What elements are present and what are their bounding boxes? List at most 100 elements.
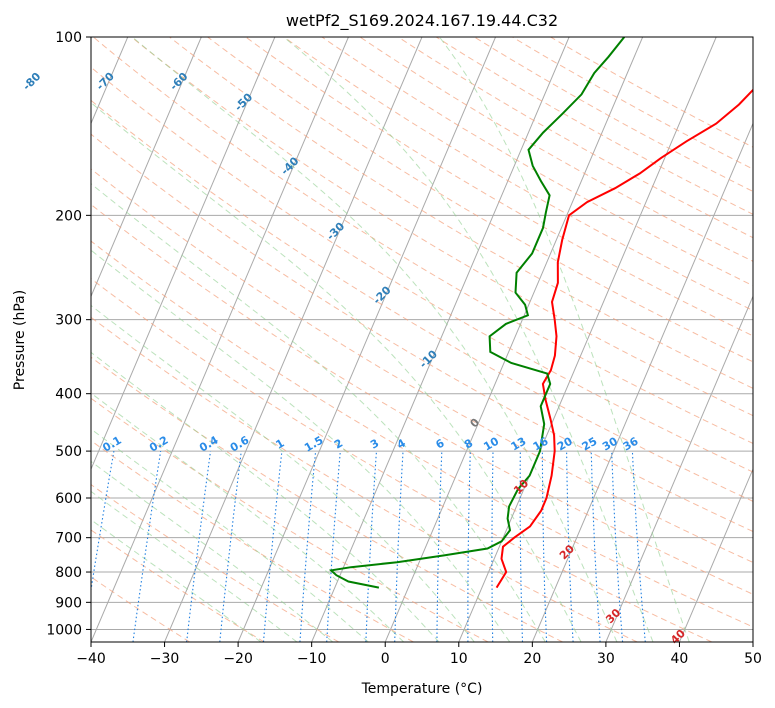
isotherm-line <box>91 37 276 471</box>
dry-adiabat-line <box>474 37 753 193</box>
dry-adiabat-line <box>91 240 753 628</box>
mixing-ratio-line <box>590 451 601 642</box>
dry-adiabat-line <box>91 66 753 473</box>
dry-adiabat-line <box>131 37 753 417</box>
profile-line <box>328 37 626 589</box>
mixing-ratio-line <box>436 451 443 642</box>
y-tick-label: 300 <box>55 313 82 329</box>
y-tick-label: 100 <box>55 30 82 46</box>
mixing-ratio-line <box>467 451 471 642</box>
dry-adiabat-line <box>92 37 753 444</box>
dry-adiabat-line <box>91 99 753 502</box>
isotherm-label: -20 <box>370 283 393 306</box>
x-tick-label: −10 <box>297 651 327 667</box>
dry-adiabat-line <box>91 440 414 642</box>
x-tick-label: −40 <box>76 651 106 667</box>
chart-title: wetPf2_S169.2024.167.19.44.C32 <box>286 11 558 31</box>
x-tick-label: 10 <box>450 651 468 667</box>
y-tick-label: 200 <box>55 208 82 224</box>
moist-adiabat-line <box>439 37 690 642</box>
x-tick-label: −30 <box>150 651 180 667</box>
plot-frame <box>90 36 754 643</box>
mixing-ratio-line <box>186 451 212 642</box>
isotherm-label: 20 <box>557 542 577 562</box>
y-tick-label: 900 <box>55 595 82 611</box>
isotherm-line <box>164 37 423 642</box>
mixing-ratio-label: 1 <box>274 437 287 452</box>
isotherm-label: -10 <box>417 347 440 370</box>
moist-adiabat-line <box>91 102 582 642</box>
x-tick-label: −20 <box>223 651 253 667</box>
isotherm-line <box>678 467 753 642</box>
dry-adiabat-line <box>91 529 265 642</box>
moist-adiabat-line <box>91 249 511 642</box>
isotherm-line <box>237 37 497 642</box>
isotherm-line <box>91 37 202 298</box>
dry-adiabat-line <box>512 37 753 170</box>
y-tick-label: 400 <box>55 387 82 403</box>
mixing-ratio-line <box>132 451 162 642</box>
moist-adiabat-line <box>283 37 654 642</box>
dry-adiabat-line <box>169 37 753 389</box>
isotherm-label: -40 <box>278 154 301 177</box>
mixing-ratio-label: 4 <box>395 436 408 451</box>
profile-lines <box>328 37 753 589</box>
moist-adiabat-line <box>91 392 405 642</box>
reference-line-labels: 0.10.20.40.611.52346810131620253036-100-… <box>20 70 688 647</box>
mixing-ratio-line <box>299 451 317 642</box>
dry-adiabat-line <box>91 133 753 533</box>
isotherm-label: -50 <box>232 90 255 113</box>
moist-adiabat-line <box>91 351 440 642</box>
x-tick-label: 40 <box>671 651 689 667</box>
dry-adiabat-line <box>283 37 753 312</box>
isotherm-label: 30 <box>603 606 623 626</box>
dry-adiabat-line <box>435 37 753 215</box>
mixing-ratio-label: 2 <box>332 437 345 452</box>
dry-adiabat-line <box>550 37 753 148</box>
y-tick-label: 1000 <box>46 622 82 638</box>
isotherm-line <box>91 37 349 642</box>
dry-adiabat-line <box>91 316 638 642</box>
profile-line <box>495 88 753 589</box>
isotherm-label: 10 <box>511 477 531 497</box>
moist-adiabat-line <box>91 519 262 642</box>
isotherm-line <box>384 37 644 642</box>
axes: −40 −30 −20 −10 0 10 20 30 40 50 100 200 300 400 500 60… <box>46 30 762 667</box>
mixing-ratio-label: 3 <box>368 437 381 452</box>
y-tick-label: 700 <box>55 531 82 547</box>
dry-adiabat-line <box>91 203 753 595</box>
isotherm-label: -80 <box>20 70 43 93</box>
moist-adiabat-line <box>91 183 546 642</box>
dry-adiabat-line <box>245 37 753 337</box>
dry-adiabat-line <box>91 356 563 642</box>
y-axis-title: Pressure (hPa) <box>12 290 28 390</box>
x-tick-label: 0 <box>381 651 390 667</box>
x-tick-label: 50 <box>744 651 762 667</box>
isotherm-line <box>531 122 753 642</box>
y-tick-label: 500 <box>55 444 82 460</box>
dry-adiabat-line <box>91 576 190 642</box>
isotherm-line <box>752 640 753 642</box>
dry-adiabat-line <box>91 278 713 642</box>
dry-adiabat-line <box>91 168 753 563</box>
moist-adiabat-line <box>91 304 475 642</box>
moist-adiabat-line <box>91 428 369 642</box>
moist-adiabat-line <box>91 490 298 642</box>
dry-adiabat-line <box>91 483 340 642</box>
y-tick-label: 800 <box>55 565 82 581</box>
isotherm-label: -60 <box>167 70 190 93</box>
isotherm-line <box>458 37 717 642</box>
mixing-ratio-line <box>91 451 115 594</box>
moist-adiabat-line <box>131 37 618 642</box>
dry-adiabat-line <box>207 37 753 363</box>
x-tick-label: 20 <box>523 651 541 667</box>
mixing-ratio-line <box>219 451 242 642</box>
x-tick-label: 30 <box>597 651 615 667</box>
isotherm-line <box>605 295 753 642</box>
x-axis-title: Temperature (°C) <box>361 681 483 697</box>
background-lines <box>91 37 753 642</box>
mixing-ratio-line <box>365 451 378 642</box>
y-tick-label: 600 <box>55 491 82 507</box>
moist-adiabat-line <box>91 460 334 642</box>
